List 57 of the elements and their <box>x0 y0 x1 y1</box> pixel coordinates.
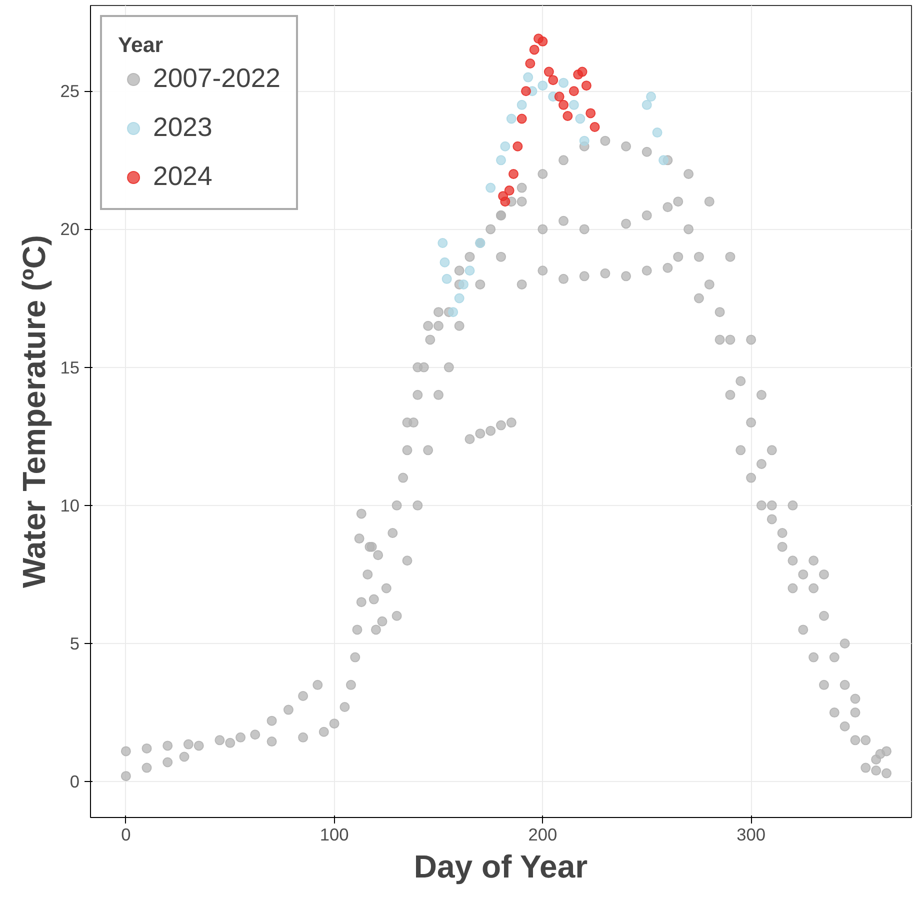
y-tick-label: 20 <box>60 219 80 240</box>
point <box>538 80 548 91</box>
x-tick-label: 0 <box>121 824 131 844</box>
x-tick-label: 200 <box>528 824 558 844</box>
y-tick-label: 5 <box>70 634 80 654</box>
point <box>458 279 468 290</box>
point <box>646 92 656 102</box>
point <box>590 122 600 132</box>
point <box>516 114 527 124</box>
point <box>562 110 573 121</box>
point <box>442 274 452 284</box>
point <box>516 100 527 110</box>
point <box>658 155 669 166</box>
x-tick-label: 300 <box>736 824 766 844</box>
point <box>575 114 586 124</box>
point <box>496 155 506 166</box>
point <box>525 58 536 68</box>
point <box>500 141 510 152</box>
point <box>448 307 458 318</box>
point <box>642 100 652 110</box>
point <box>558 100 569 110</box>
point <box>523 72 534 82</box>
legend-title: Year <box>118 33 164 58</box>
point <box>568 86 579 96</box>
point <box>464 266 475 276</box>
legend-label: 2024 <box>153 161 212 192</box>
y-tick-label: 0 <box>70 772 80 792</box>
legend-label: 2023 <box>153 112 212 143</box>
point <box>486 182 496 193</box>
point <box>521 86 532 96</box>
point <box>652 128 662 138</box>
point <box>558 78 569 88</box>
point <box>500 196 510 207</box>
y-axis-title: Water Temperature (ºC) <box>16 234 52 588</box>
point <box>586 108 596 118</box>
point <box>554 92 564 102</box>
point <box>529 44 540 55</box>
y-tick-label: 10 <box>60 495 80 516</box>
point <box>506 114 516 124</box>
point <box>579 136 590 146</box>
x-axis-title: Day of Year <box>414 848 588 884</box>
point <box>504 186 514 196</box>
point <box>568 100 579 110</box>
y-tick-label: 15 <box>60 357 80 378</box>
point <box>454 293 464 304</box>
point <box>438 238 448 248</box>
point <box>548 75 558 86</box>
x-tick-label: 100 <box>320 824 349 844</box>
point <box>512 141 523 152</box>
point <box>544 66 554 77</box>
point <box>508 168 519 179</box>
y-tick-label: 25 <box>60 81 80 102</box>
point <box>581 80 592 91</box>
point <box>577 66 588 77</box>
legend-label: 2007-2022 <box>153 63 280 94</box>
point <box>538 36 548 46</box>
point <box>440 257 450 268</box>
